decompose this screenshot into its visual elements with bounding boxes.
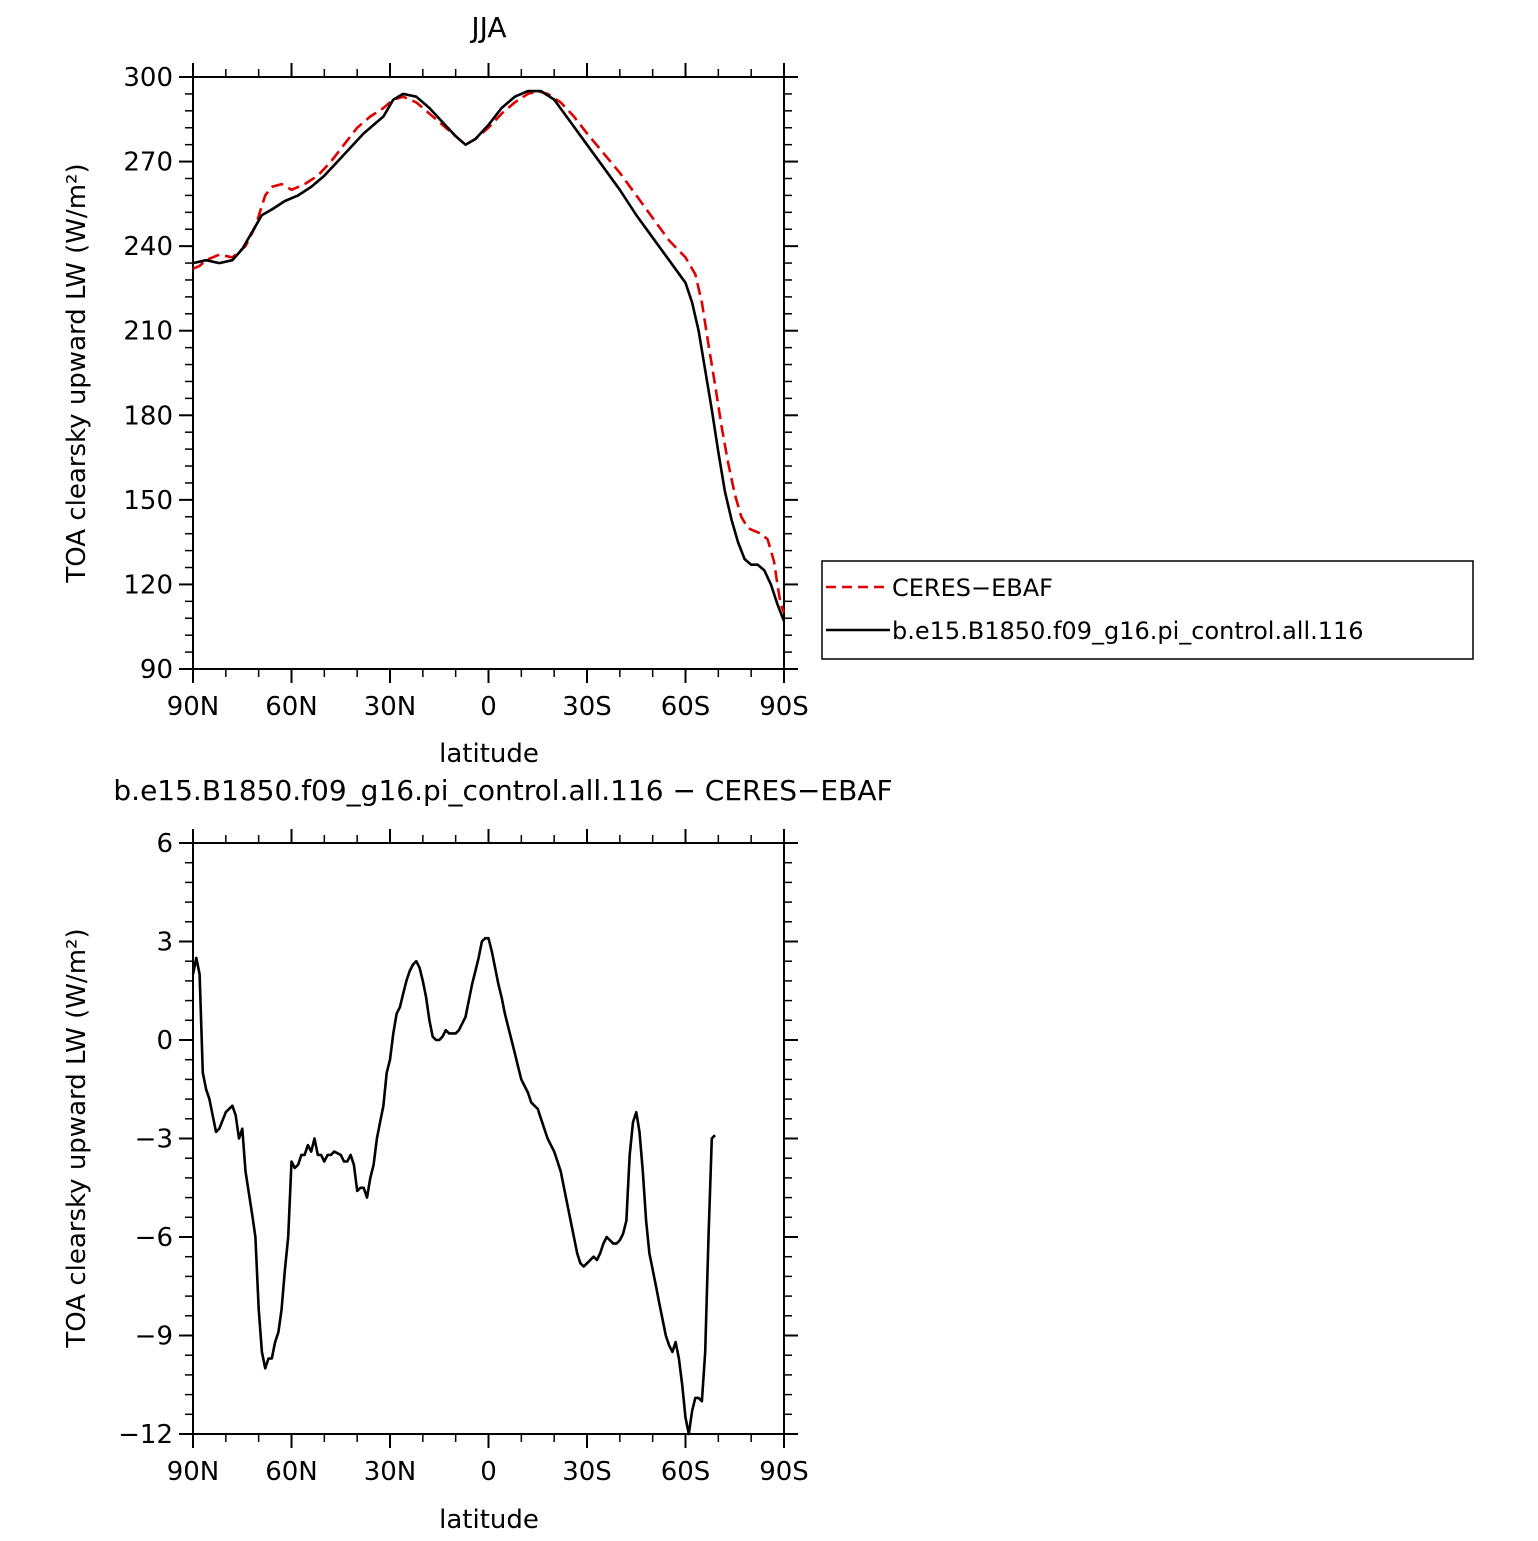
x-tick-label: 0 bbox=[480, 1457, 497, 1487]
bottom-chart-title: b.e15.B1850.f09_g16.pi_control.all.116 −… bbox=[113, 774, 892, 807]
y-tick-label: 3 bbox=[156, 928, 173, 958]
y-tick-label: −3 bbox=[135, 1125, 173, 1155]
legend-label-ceres: CERES−EBAF bbox=[892, 574, 1053, 602]
top-tick-labels: 90N 60N 30N 0 30S 60S 90S 90 120 150 180 210 240 270 3… bbox=[123, 63, 808, 722]
bottom-plot-frame bbox=[192, 842, 785, 1435]
legend: CERES−EBAF b.e15.B1850.f09_g16.pi_contro… bbox=[821, 560, 1474, 660]
top-plot-frame bbox=[192, 76, 785, 670]
x-tick-label: 90N bbox=[167, 1457, 220, 1487]
series-line-1 bbox=[192, 89, 786, 622]
series-line-0 bbox=[192, 89, 786, 614]
x-tick-label: 90S bbox=[759, 1457, 809, 1487]
bottom-series bbox=[191, 936, 716, 1436]
x-tick-label: 30N bbox=[364, 692, 417, 722]
y-tick-label: 90 bbox=[140, 655, 173, 685]
y-tick-label: −12 bbox=[118, 1420, 173, 1450]
x-tick-label: 30S bbox=[562, 1457, 612, 1487]
y-tick-label: 150 bbox=[123, 486, 173, 516]
y-tick-label: 270 bbox=[123, 148, 173, 178]
y-tick-label: 120 bbox=[123, 570, 173, 600]
y-tick-label: 6 bbox=[156, 829, 173, 859]
x-tick-label: 90S bbox=[759, 692, 809, 722]
y-tick-label: 0 bbox=[156, 1026, 173, 1056]
legend-box bbox=[821, 560, 1474, 660]
y-tick-label: −9 bbox=[135, 1322, 173, 1352]
x-tick-label: 60N bbox=[265, 1457, 318, 1487]
x-tick-label: 90N bbox=[167, 692, 220, 722]
y-tick-label: 240 bbox=[123, 232, 173, 262]
y-tick-label: −6 bbox=[135, 1223, 173, 1253]
x-tick-label: 60N bbox=[265, 692, 318, 722]
legend-label-model: b.e15.B1850.f09_g16.pi_control.all.116 bbox=[892, 617, 1364, 645]
x-tick-label: 60S bbox=[661, 1457, 711, 1487]
series-line-0 bbox=[191, 936, 716, 1436]
bottom-ticks bbox=[179, 829, 798, 1448]
top-series bbox=[192, 89, 786, 622]
top-chart-title: JJA bbox=[469, 11, 506, 44]
y-tick-label: 180 bbox=[123, 401, 173, 431]
y-tick-label: 210 bbox=[123, 317, 173, 347]
top-x-axis-label: latitude bbox=[439, 739, 539, 769]
x-tick-label: 30S bbox=[562, 692, 612, 722]
top-chart: JJA 90N 60N 30N 0 30S 60S 90S 90 120 150 180 210 240… bbox=[62, 11, 1474, 769]
bottom-x-axis-label: latitude bbox=[439, 1505, 539, 1535]
bottom-chart: b.e15.B1850.f09_g16.pi_control.all.116 −… bbox=[62, 774, 893, 1535]
top-ticks bbox=[179, 63, 798, 683]
bottom-y-axis-label: TOA clearsky upward LW (W/m²) bbox=[62, 928, 92, 1348]
y-tick-label: 300 bbox=[123, 63, 173, 93]
x-tick-label: 60S bbox=[661, 692, 711, 722]
x-tick-label: 0 bbox=[480, 692, 497, 722]
top-y-axis-label: TOA clearsky upward LW (W/m²) bbox=[62, 163, 92, 583]
x-tick-label: 30N bbox=[364, 1457, 417, 1487]
bottom-tick-labels: 90N 60N 30N 0 30S 60S 90S −12 −9 −6 −3 0 3 6 bbox=[118, 829, 809, 1487]
